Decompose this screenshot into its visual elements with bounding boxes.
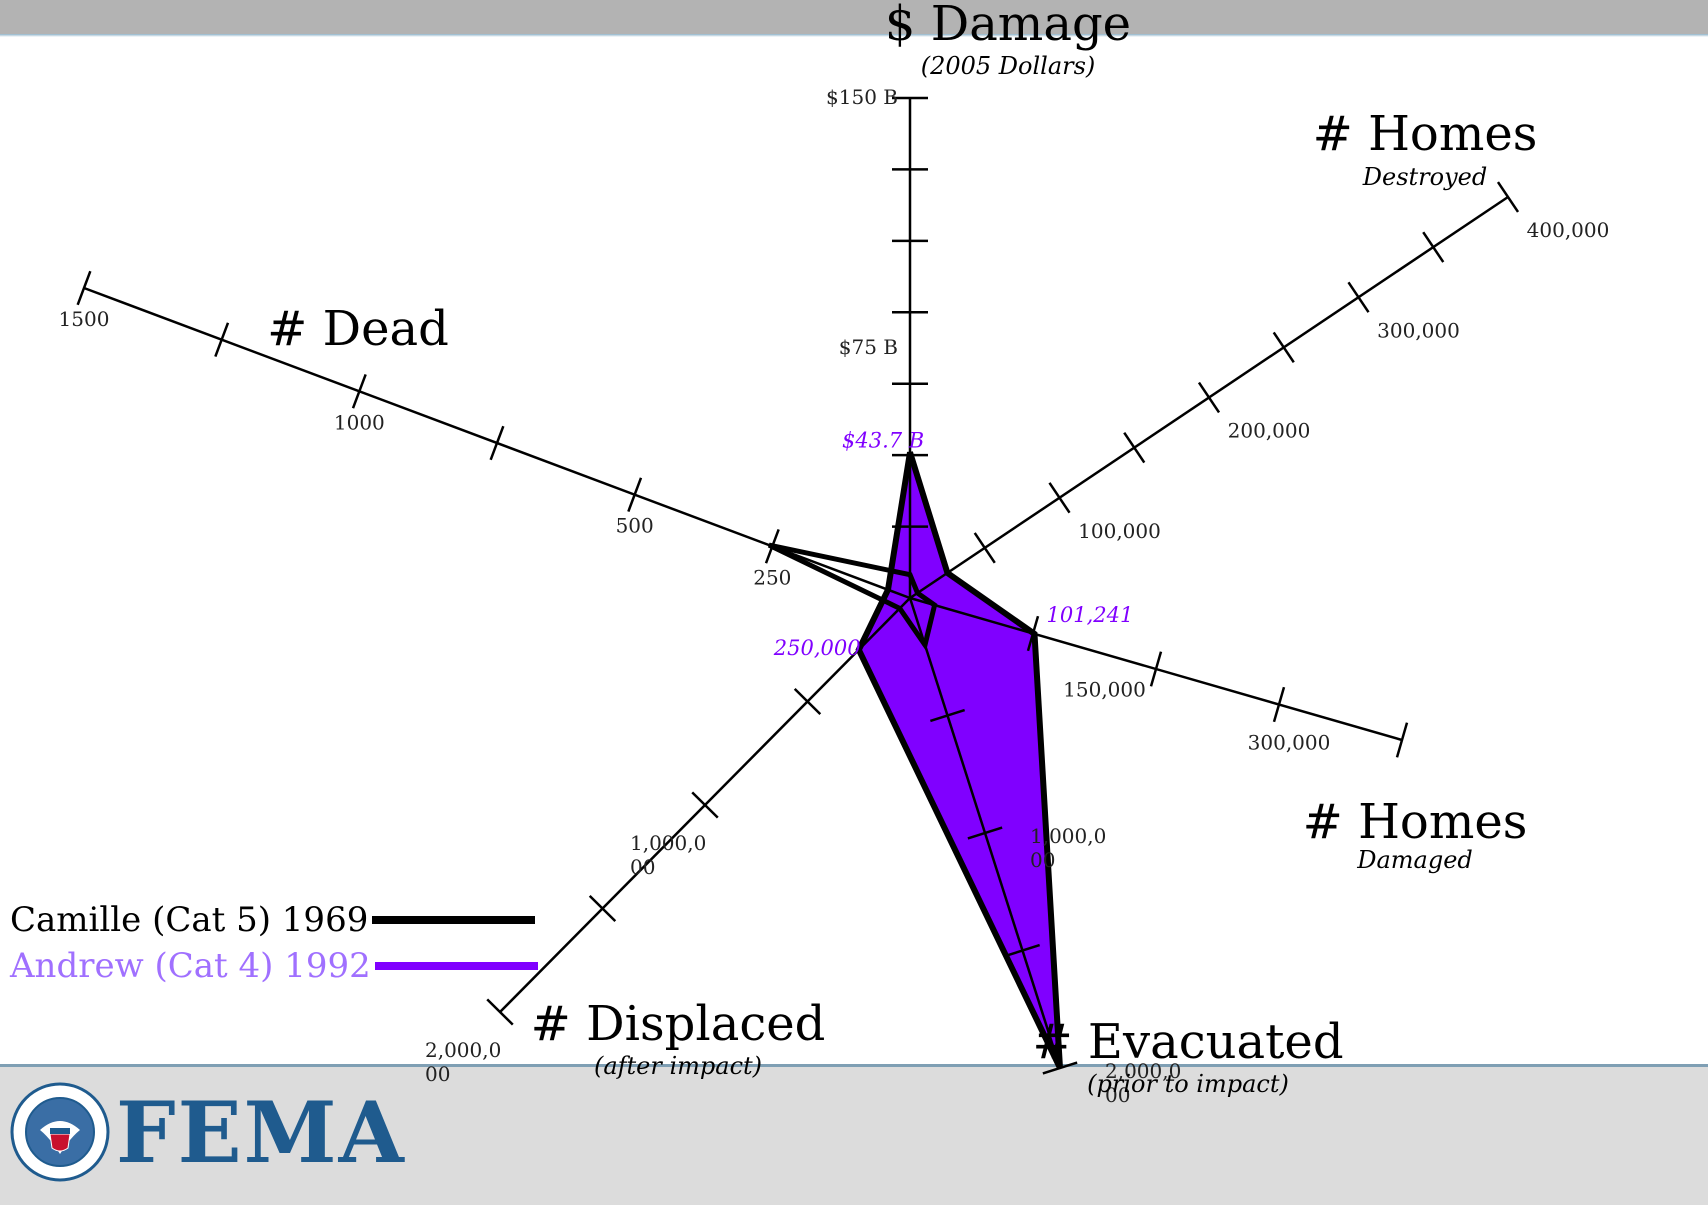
tick-label-homes_damaged: 150,000 <box>1063 677 1146 701</box>
tick-mark-evacuated <box>967 826 1003 840</box>
tick-label-damage: $150 B <box>826 85 898 109</box>
tick-label-homes_destroyed: 100,000 <box>1078 519 1161 543</box>
tick-label-displaced: 2,000,0 00 <box>425 1038 501 1086</box>
title-bar <box>0 0 1708 34</box>
tick-label-dead: 250 <box>753 565 791 589</box>
tick-mark-homes_damaged <box>1272 686 1286 723</box>
tick-mark-homes_destroyed <box>1347 281 1370 313</box>
data-label-damage: $43.7 B <box>842 428 924 452</box>
tick-mark-dead <box>76 270 92 306</box>
tick-label-homes_destroyed: 200,000 <box>1228 419 1311 443</box>
footer-band <box>0 1064 1708 1205</box>
title-bar-divider <box>0 34 1708 37</box>
tick-mark-evacuated <box>929 708 966 723</box>
tick-label-evacuated: 2,000,0 00 <box>1105 1059 1181 1107</box>
axis-title-displaced: # Displaced <box>531 996 826 1052</box>
tick-mark-homes_destroyed <box>1422 231 1445 263</box>
tick-mark-dead <box>214 322 230 357</box>
tick-mark-homes_damaged <box>1395 722 1409 758</box>
axis-title-homes_damaged: # Homes <box>1303 794 1528 850</box>
axis-subtitle-homes_destroyed: Destroyed <box>1362 163 1487 191</box>
tick-mark-homes_damaged <box>1026 615 1040 652</box>
legend-swatch-camille <box>372 916 536 924</box>
legend: Camille (Cat 5) 1969 Andrew (Cat 4) 1992 <box>10 897 538 989</box>
tick-mark-evacuated <box>1042 1061 1078 1075</box>
tick-label-damage: $75 B <box>839 335 898 359</box>
fema-wordmark: FEMA <box>116 1082 406 1182</box>
axis-title-homes_destroyed: # Homes <box>1313 106 1538 162</box>
data-label-homes_damaged: 101,241 <box>1047 603 1134 627</box>
legend-label-andrew: Andrew (Cat 4) 1992 <box>10 946 371 986</box>
legend-label-camille: Camille (Cat 5) 1969 <box>10 900 369 940</box>
data-label-displaced: 250,000 <box>773 636 861 660</box>
dhs-seal-icon <box>10 1082 110 1182</box>
axis-title-dead: # Dead <box>267 301 449 357</box>
axis-subtitle-damage: (2005 Dollars) <box>921 52 1096 80</box>
tick-label-homes_destroyed: 400,000 <box>1527 218 1610 242</box>
tick-mark-evacuated <box>1004 943 1041 958</box>
tick-label-dead: 500 <box>616 514 654 538</box>
tick-label-evacuated: 1,000,0 00 <box>1030 824 1106 872</box>
tick-label-homes_damaged: 300,000 <box>1248 731 1331 755</box>
axis-title-evacuated: # Evacuated <box>1032 1014 1343 1070</box>
tick-mark-homes_destroyed <box>1048 482 1071 514</box>
legend-swatch-andrew <box>374 962 538 970</box>
tick-mark-homes_destroyed <box>1272 331 1295 364</box>
tick-label-homes_destroyed: 300,000 <box>1377 318 1460 342</box>
tick-mark-dead <box>764 529 780 564</box>
tick-mark-dead <box>627 477 643 512</box>
fema-logo: FEMA <box>10 1082 406 1182</box>
tick-mark-homes_destroyed <box>1197 381 1221 414</box>
tick-mark-displaced <box>588 894 617 923</box>
tick-mark-displaced <box>691 791 719 819</box>
legend-item-camille: Camille (Cat 5) 1969 <box>10 897 538 943</box>
tick-label-dead: 1000 <box>334 410 385 434</box>
axis-title-damage: $ Damage <box>885 0 1131 52</box>
axis-subtitle-displaced: (after impact) <box>594 1052 762 1080</box>
tick-mark-homes_destroyed <box>1123 431 1146 464</box>
tick-mark-displaced <box>486 998 514 1026</box>
tick-mark-displaced <box>793 687 822 716</box>
tick-mark-dead <box>351 374 367 409</box>
tick-mark-homes_damaged <box>1149 651 1163 687</box>
axis-subtitle-evacuated: (prior to impact) <box>1087 1070 1289 1098</box>
legend-item-andrew: Andrew (Cat 4) 1992 <box>10 943 538 989</box>
axis-subtitle-homes_damaged: Damaged <box>1356 846 1473 874</box>
tick-mark-dead <box>489 425 505 461</box>
tick-label-displaced: 1,000,0 00 <box>630 831 706 879</box>
tick-mark-homes_destroyed <box>973 532 996 564</box>
tick-label-dead: 1500 <box>59 307 110 331</box>
tick-mark-homes_destroyed <box>1496 181 1520 213</box>
